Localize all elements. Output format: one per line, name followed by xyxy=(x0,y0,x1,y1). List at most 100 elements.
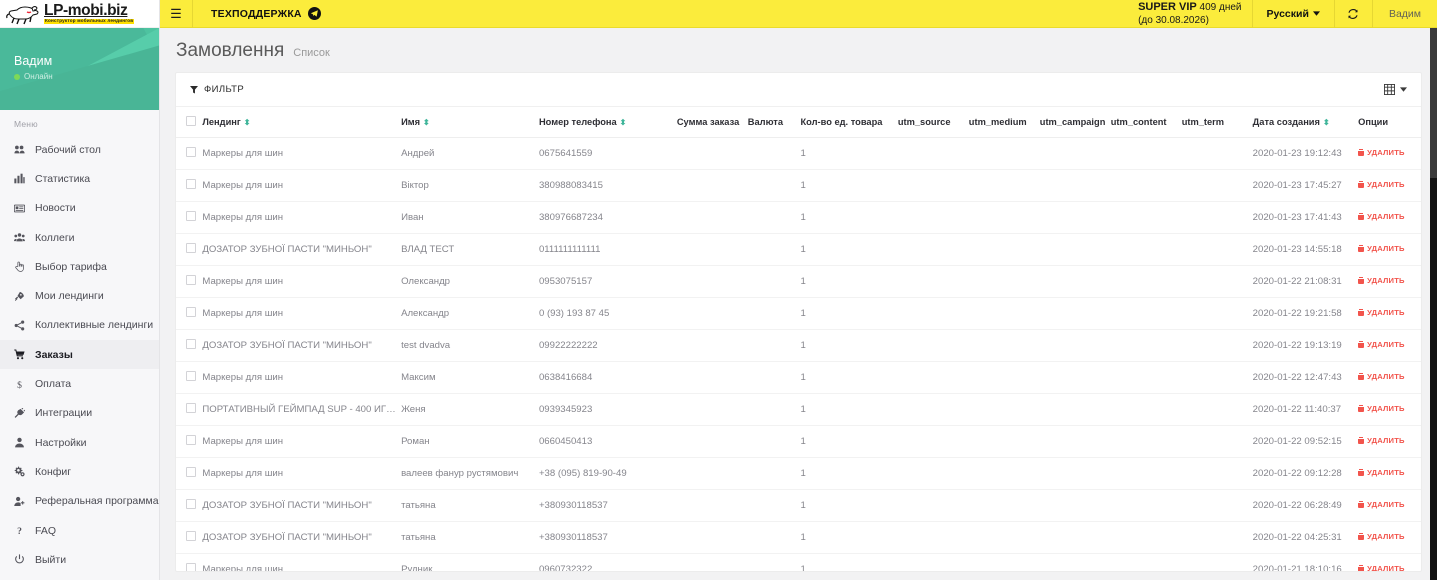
sidebar-item-10[interactable]: Интеграции xyxy=(0,399,159,428)
sidebar-item-6[interactable]: Мои лендинги xyxy=(0,281,159,310)
table-row[interactable]: Маркеры для шин Рудник 0960732322 1 2020-01-… xyxy=(176,553,1421,571)
row-options-cell: УДАЛИТЬ xyxy=(1358,393,1421,426)
row-checkbox[interactable] xyxy=(186,435,196,445)
columns-selector[interactable] xyxy=(1384,84,1407,95)
delete-row-button[interactable]: УДАЛИТЬ xyxy=(1358,564,1405,571)
filter-button[interactable]: ФИЛЬТР xyxy=(190,84,244,95)
table-row[interactable]: ДОЗАТОР ЗУБНОЇ ПАСТИ "МИНЬОН" ВЛАД ТЕСТ 01… xyxy=(176,233,1421,266)
sidebar-item-7[interactable]: Коллективные лендинги xyxy=(0,311,159,340)
row-checkbox[interactable] xyxy=(186,499,196,509)
language-selector[interactable]: Русский xyxy=(1251,0,1334,28)
cell-sum xyxy=(676,425,748,458)
sidebar-item-9[interactable]: $ Оплата xyxy=(0,369,159,398)
sidebar-item-11[interactable]: Настройки xyxy=(0,428,159,457)
table-row[interactable]: Маркеры для шин Александр 0 (93) 193 87 45… xyxy=(176,297,1421,330)
logo[interactable]: LP-mobi.biz Конструктор мобильных лендин… xyxy=(0,0,159,28)
cell-date: 2020-01-22 06:28:49 xyxy=(1252,489,1359,522)
cell-currency xyxy=(747,489,801,522)
delete-label: УДАЛИТЬ xyxy=(1367,468,1405,477)
sidebar-item-8[interactable]: Заказы xyxy=(0,340,159,370)
cell-utm_source xyxy=(897,265,969,298)
sidebar-item-4[interactable]: Коллеги xyxy=(0,223,159,252)
row-checkbox[interactable] xyxy=(186,339,196,349)
question-icon: ? xyxy=(13,525,26,536)
cell-utm_campaign xyxy=(1039,233,1111,266)
row-checkbox[interactable] xyxy=(186,563,196,571)
cell-utm_medium xyxy=(968,489,1040,522)
delete-row-button[interactable]: УДАЛИТЬ xyxy=(1358,532,1405,541)
table-row[interactable]: ДОЗАТОР ЗУБНОЇ ПАСТИ "МИНЬОН" test dvadva… xyxy=(176,329,1421,362)
delete-row-button[interactable]: УДАЛИТЬ xyxy=(1358,404,1405,413)
cell-utm_source xyxy=(897,233,969,266)
sidebar-item-1[interactable]: Рабочий стол xyxy=(0,135,159,164)
row-checkbox[interactable] xyxy=(186,243,196,253)
table-row[interactable]: Маркеры для шин Андрей 0675641559 1 2020-01-… xyxy=(176,137,1421,170)
trash-icon xyxy=(1358,405,1365,412)
row-checkbox[interactable] xyxy=(186,211,196,221)
sort-toggle-icon[interactable]: ⬍ xyxy=(423,118,430,127)
table-row[interactable]: Маркеры для шин Олександр 0953075157 1 2020-… xyxy=(176,265,1421,298)
cell-date: 2020-01-22 19:21:58 xyxy=(1252,297,1359,330)
row-checkbox[interactable] xyxy=(186,403,196,413)
column-header-landing[interactable]: Лендинг ⬍ xyxy=(202,107,402,138)
delete-row-button[interactable]: УДАЛИТЬ xyxy=(1358,244,1405,253)
column-header-name[interactable]: Имя ⬍ xyxy=(401,107,539,138)
rocket-icon xyxy=(13,291,26,302)
delete-row-button[interactable]: УДАЛИТЬ xyxy=(1358,276,1405,285)
sort-toggle-icon[interactable]: ⬍ xyxy=(243,118,251,127)
sidebar-item-5[interactable]: Выбор тарифа xyxy=(0,252,159,281)
cell-phone: +380930118537 xyxy=(538,489,677,522)
delete-row-button[interactable]: УДАЛИТЬ xyxy=(1358,212,1405,221)
dollar-icon: $ xyxy=(13,379,26,390)
column-header-label: Имя xyxy=(401,117,421,127)
cell-sum xyxy=(676,169,748,202)
table-row[interactable]: ДОЗАТОР ЗУБНОЇ ПАСТИ "МИНЬОН" татьяна +380… xyxy=(176,489,1421,522)
column-header-phone[interactable]: Номер телефона ⬍ xyxy=(538,107,677,138)
row-checkbox[interactable] xyxy=(186,307,196,317)
table-row[interactable]: Маркеры для шин валеев фанур рустямович +3… xyxy=(176,457,1421,490)
sidebar-item-14[interactable]: ? FAQ xyxy=(0,516,159,545)
row-checkbox[interactable] xyxy=(186,179,196,189)
topbar-username[interactable]: Вадим xyxy=(1371,0,1437,28)
trash-icon xyxy=(1358,469,1365,476)
row-checkbox[interactable] xyxy=(186,371,196,381)
table-row[interactable]: ДОЗАТОР ЗУБНОЇ ПАСТИ "МИНЬОН" татьяна +380… xyxy=(176,521,1421,554)
support-link[interactable]: ТЕХПОДДЕРЖКА xyxy=(193,7,339,20)
row-checkbox[interactable] xyxy=(186,147,196,157)
sidebar-item-13[interactable]: Реферальная программа xyxy=(0,487,159,516)
hamburger-menu-icon[interactable]: ☰ xyxy=(160,0,193,28)
delete-row-button[interactable]: УДАЛИТЬ xyxy=(1358,500,1405,509)
row-checkbox[interactable] xyxy=(186,531,196,541)
table-row[interactable]: Маркеры для шин Роман 0660450413 1 2020-01-2… xyxy=(176,425,1421,458)
table-row[interactable]: Маркеры для шин Иван 380976687234 1 2020-01-… xyxy=(176,201,1421,234)
page-scrollbar[interactable] xyxy=(1430,28,1437,580)
scrollbar-thumb[interactable] xyxy=(1430,28,1437,178)
delete-row-button[interactable]: УДАЛИТЬ xyxy=(1358,468,1405,477)
sort-toggle-icon[interactable]: ⬍ xyxy=(1322,118,1330,127)
select-all-checkbox[interactable] xyxy=(186,116,196,126)
table-row[interactable]: Маркеры для шин Максим 0638416684 1 2020-01-… xyxy=(176,361,1421,394)
row-options-cell: УДАЛИТЬ xyxy=(1358,297,1421,330)
delete-row-button[interactable]: УДАЛИТЬ xyxy=(1358,148,1405,157)
refresh-button[interactable] xyxy=(1333,0,1372,28)
delete-row-button[interactable]: УДАЛИТЬ xyxy=(1358,308,1405,317)
row-checkbox-cell xyxy=(176,361,203,394)
delete-row-button[interactable]: УДАЛИТЬ xyxy=(1358,436,1405,445)
sidebar-item-2[interactable]: Статистика xyxy=(0,164,159,193)
cell-utm_campaign xyxy=(1039,361,1111,394)
delete-row-button[interactable]: УДАЛИТЬ xyxy=(1358,340,1405,349)
sidebar-item-15[interactable]: Выйти xyxy=(0,545,159,574)
sidebar-item-12[interactable]: Конфиг xyxy=(0,457,159,486)
row-checkbox[interactable] xyxy=(186,467,196,477)
delete-row-button[interactable]: УДАЛИТЬ xyxy=(1358,180,1405,189)
sidebar-item-3[interactable]: Новости xyxy=(0,194,159,223)
cell-name: валеев фанур рустямович xyxy=(401,457,539,490)
table-row[interactable]: Маркеры для шин Віктор 380988083415 1 2020-0… xyxy=(176,169,1421,202)
column-header-date[interactable]: Дата создания ⬍ xyxy=(1252,107,1359,138)
delete-row-button[interactable]: УДАЛИТЬ xyxy=(1358,372,1405,381)
table-row[interactable]: ПОРТАТИВНЫЙ ГЕЙМПАД SUP - 400 ИГР В 1 Жен… xyxy=(176,393,1421,426)
row-checkbox[interactable] xyxy=(186,275,196,285)
orders-table-head: Лендинг ⬍ Имя ⬍ Номер телефона ⬍ Сумма заказа В… xyxy=(176,107,1421,138)
cell-date: 2020-01-23 17:41:43 xyxy=(1252,201,1359,234)
sort-toggle-icon[interactable]: ⬍ xyxy=(619,118,627,127)
